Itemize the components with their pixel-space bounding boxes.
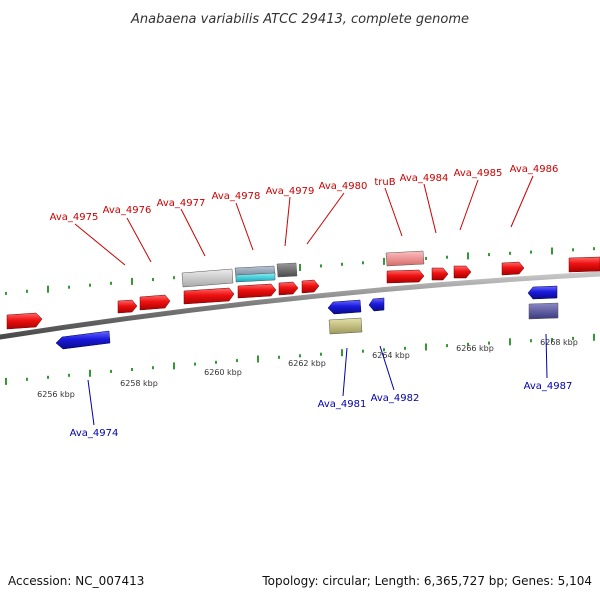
leader-ava-4982: [379, 345, 395, 391]
label-ava-4976[interactable]: Ava_4976: [103, 205, 152, 216]
label-ava-4982[interactable]: Ava_4982: [371, 393, 420, 404]
gene-ava-4981[interactable]: [327, 299, 362, 315]
label-ava-4979[interactable]: Ava_4979: [266, 186, 315, 197]
leader-trub: [384, 187, 403, 237]
reverse-gene-labels: Ava_4974 Ava_4981 Ava_4982 Ava_4987: [70, 381, 573, 439]
feature-navy[interactable]: [528, 302, 559, 320]
map-title: Anabaena variabilis ATCC 29413, complete…: [130, 12, 469, 27]
gene-ava-4985[interactable]: [453, 265, 472, 279]
leader-ava-4985: [459, 179, 479, 231]
gene-trub[interactable]: [386, 269, 425, 284]
label-ava-4978[interactable]: Ava_4978: [212, 191, 261, 202]
gene-ava-4986[interactable]: [501, 261, 525, 276]
leader-ava-4974: [87, 379, 95, 426]
label-ava-4981[interactable]: Ava_4981: [318, 399, 367, 410]
label-trub[interactable]: truB: [374, 177, 395, 188]
gene-ava-4976[interactable]: [139, 294, 171, 311]
leader-ava-4976: [126, 217, 152, 263]
forward-features: [181, 250, 425, 288]
scale-label-6264: 6264 kbp: [372, 351, 410, 360]
feature-khaki[interactable]: [328, 317, 363, 335]
leader-ava-4978: [235, 202, 254, 251]
gene-right-edge[interactable]: [568, 256, 600, 273]
feature-pink[interactable]: [385, 250, 425, 267]
leader-ava-4986: [510, 175, 534, 228]
reverse-scale-ticks: [5, 333, 595, 385]
scale-labels: 6256 kbp 6258 kbp 6260 kbp 6262 kbp 6264…: [37, 338, 578, 399]
gene-ava-4977[interactable]: [183, 287, 235, 305]
label-ava-4975[interactable]: Ava_4975: [50, 212, 99, 223]
label-ava-4980[interactable]: Ava_4980: [319, 181, 368, 192]
accession-text: Accession: NC_007413: [8, 574, 145, 588]
gene-left-edge[interactable]: [6, 312, 43, 330]
scale-label-6258: 6258 kbp: [120, 379, 158, 388]
label-ava-4986[interactable]: Ava_4986: [510, 164, 559, 175]
forward-genes: [6, 256, 600, 330]
label-ava-4984[interactable]: Ava_4984: [400, 173, 449, 184]
leader-ava-4977: [180, 208, 206, 257]
gene-ava-4980[interactable]: [301, 279, 320, 294]
scale-label-6262: 6262 kbp: [288, 359, 326, 368]
label-leaders: [74, 175, 548, 426]
label-ava-4977[interactable]: Ava_4977: [157, 198, 206, 209]
gene-ava-4984[interactable]: [431, 267, 449, 281]
scale-label-6268: 6268 kbp: [540, 338, 578, 347]
scale-label-6256: 6256 kbp: [37, 390, 75, 399]
topology-text: Topology: circular; Length: 6,365,727 bp…: [262, 574, 592, 588]
gene-ava-4978[interactable]: [237, 283, 277, 299]
scale-label-6266: 6266 kbp: [456, 344, 494, 353]
leader-ava-4987: [545, 333, 548, 379]
leader-ava-4981: [342, 347, 348, 397]
reverse-features: [328, 302, 559, 335]
label-ava-4985[interactable]: Ava_4985: [454, 168, 503, 179]
gene-ava-4987[interactable]: [527, 285, 558, 300]
feature-dark[interactable]: [276, 262, 298, 278]
leader-ava-4975: [74, 223, 126, 266]
forward-gene-labels: Ava_4975 Ava_4976 Ava_4977 Ava_4978 Ava_…: [50, 164, 559, 223]
gene-ava-4982[interactable]: [368, 297, 385, 312]
gene-ava-4979[interactable]: [278, 281, 299, 296]
scale-label-6260: 6260 kbp: [204, 368, 242, 377]
label-ava-4987[interactable]: Ava_4987: [524, 381, 573, 392]
leader-ava-4980: [306, 192, 345, 245]
gene-ava-4974[interactable]: [55, 330, 111, 350]
label-ava-4974[interactable]: Ava_4974: [70, 428, 119, 439]
genome-backbone: [0, 271, 600, 340]
leader-ava-4984: [423, 183, 437, 234]
reverse-genes: [55, 285, 558, 350]
feature-gray[interactable]: [181, 268, 234, 288]
feature-cyan[interactable]: [235, 272, 276, 283]
gene-ava-4975[interactable]: [117, 299, 138, 314]
leader-ava-4979: [284, 196, 291, 247]
